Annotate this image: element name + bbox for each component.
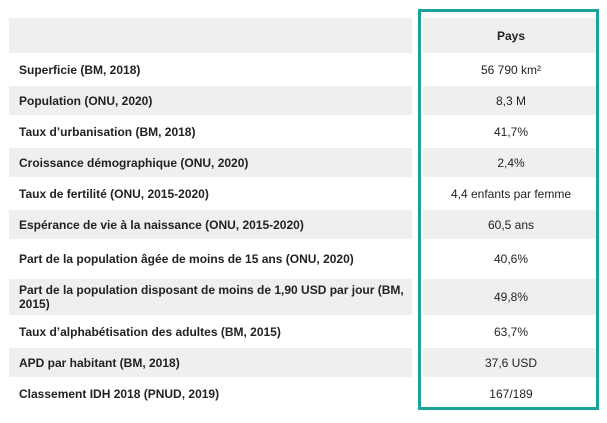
row-label: Part de la population âgée de moins de 1… <box>9 241 412 277</box>
table-row: Taux d’alphabétisation des adultes (BM, … <box>9 317 599 346</box>
table-row: Population (ONU, 2020) 8,3 M <box>9 86 599 115</box>
table-row: APD par habitant (BM, 2018) 37,6 USD <box>9 348 599 377</box>
table-row: Croissance démographique (ONU, 2020) 2,4… <box>9 148 599 177</box>
row-label: Part de la population disposant de moins… <box>9 279 412 315</box>
table-row: Part de la population âgée de moins de 1… <box>9 241 599 277</box>
row-value: 37,6 USD <box>423 348 599 377</box>
row-value: 63,7% <box>423 317 599 346</box>
header-label-cell <box>9 18 412 53</box>
row-value: 8,3 M <box>423 86 599 115</box>
table-row: Classement IDH 2018 (PNUD, 2019) 167/189 <box>9 379 599 408</box>
table-row: Taux d’urbanisation (BM, 2018) 41,7% <box>9 117 599 146</box>
row-label: Taux de fertilité (ONU, 2015-2020) <box>9 179 412 208</box>
row-label: Taux d’urbanisation (BM, 2018) <box>9 117 412 146</box>
row-value: 167/189 <box>423 379 599 408</box>
table-row: Taux de fertilité (ONU, 2015-2020) 4,4 e… <box>9 179 599 208</box>
row-label: Espérance de vie à la naissance (ONU, 20… <box>9 210 412 239</box>
row-label: Classement IDH 2018 (PNUD, 2019) <box>9 379 412 408</box>
row-label: Population (ONU, 2020) <box>9 86 412 115</box>
table-row: Superficie (BM, 2018) 56 790 km² <box>9 55 599 84</box>
header-column-pays: Pays <box>423 18 599 53</box>
row-value: 2,4% <box>423 148 599 177</box>
row-label: APD par habitant (BM, 2018) <box>9 348 412 377</box>
table-row: Part de la population disposant de moins… <box>9 279 599 315</box>
row-value: 49,8% <box>423 279 599 315</box>
row-value: 40,6% <box>423 241 599 277</box>
row-value: 41,7% <box>423 117 599 146</box>
row-value: 4,4 enfants par femme <box>423 179 599 208</box>
row-label: Superficie (BM, 2018) <box>9 55 412 84</box>
row-value: 60,5 ans <box>423 210 599 239</box>
table-row: Espérance de vie à la naissance (ONU, 20… <box>9 210 599 239</box>
row-label: Croissance démographique (ONU, 2020) <box>9 148 412 177</box>
country-indicators-table: Pays Superficie (BM, 2018) 56 790 km² Po… <box>9 18 599 408</box>
table-header-row: Pays <box>9 18 599 53</box>
row-value: 56 790 km² <box>423 55 599 84</box>
row-label: Taux d’alphabétisation des adultes (BM, … <box>9 317 412 346</box>
